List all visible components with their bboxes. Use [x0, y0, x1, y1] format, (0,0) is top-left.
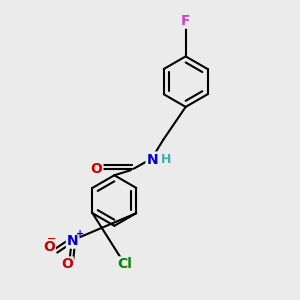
Text: +: + — [76, 229, 84, 239]
Text: −: − — [47, 234, 57, 244]
Text: N: N — [67, 234, 79, 248]
Text: N: N — [147, 152, 158, 167]
Text: O: O — [61, 257, 73, 272]
Text: H: H — [160, 153, 171, 166]
Text: Cl: Cl — [117, 257, 132, 272]
Text: O: O — [91, 162, 102, 176]
Text: F: F — [181, 14, 190, 28]
Text: O: O — [43, 240, 55, 254]
